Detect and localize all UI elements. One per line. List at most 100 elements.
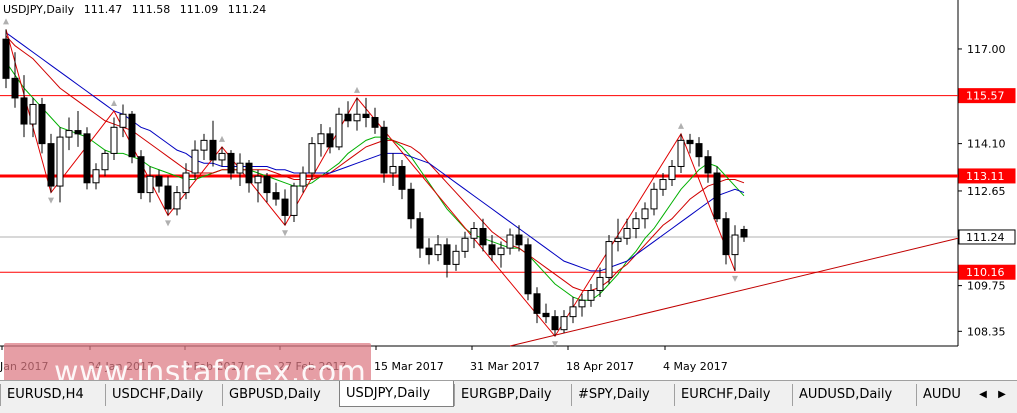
candle-body — [47, 143, 55, 187]
level-price-box — [958, 168, 1016, 184]
candle-body — [398, 165, 406, 190]
candle-body — [263, 175, 271, 194]
level-price-box — [958, 264, 1016, 280]
candle-body — [2, 38, 10, 79]
candle-body — [218, 152, 226, 161]
tab-usdchf-daily[interactable]: USDCHF,Daily — [105, 384, 222, 406]
candle-body — [38, 103, 46, 145]
candle-body — [515, 234, 523, 246]
level-price-label: 110.16 — [966, 266, 1005, 279]
scroll-right-icon[interactable]: ▶ — [998, 389, 1006, 400]
chart-title: USDJPY,Daily 111.47 111.58 111.09 111.24 — [3, 3, 272, 16]
fractal-arrow-icon — [165, 220, 171, 227]
candle-body — [659, 179, 667, 190]
candle-body — [326, 133, 334, 148]
candle-body — [227, 152, 235, 174]
candle-body — [335, 113, 343, 148]
time-tick-label: 15 Mar 2017 — [374, 360, 444, 373]
candle-body — [632, 218, 640, 229]
fractal-arrow-icon — [678, 122, 684, 129]
tab-audusd-daily[interactable]: AUDUSD,Daily — [792, 384, 916, 406]
tab-gbpusd-daily[interactable]: GBPUSD,Daily — [222, 384, 339, 406]
candle-body — [524, 244, 532, 295]
chart-tab-bar: EURUSD,H4 USDCHF,Daily GBPUSD,Daily USDJ… — [0, 380, 1017, 413]
candle-body — [110, 126, 118, 154]
candle-body — [587, 290, 595, 301]
candle-body — [443, 244, 451, 265]
candle-body — [497, 247, 505, 256]
tab-audu-truncated[interactable]: AUDU — [916, 384, 972, 406]
level-price-label: 111.24 — [966, 231, 1005, 244]
candle-body — [29, 103, 37, 125]
candle-body — [281, 198, 289, 216]
trend-line — [509, 237, 959, 347]
candle-body — [605, 241, 613, 278]
fractal-arrow-icon — [219, 135, 225, 142]
level-price-label: 113.11 — [966, 170, 1005, 183]
candle-body — [452, 250, 460, 265]
candle-body — [488, 244, 496, 256]
candle-body — [254, 175, 262, 184]
candle-body — [101, 152, 109, 171]
candle-body — [569, 306, 577, 318]
moving-average-line-2 — [5, 35, 745, 292]
price-tick-label: 117.00 — [967, 43, 1006, 56]
candle-body — [20, 97, 28, 125]
candle-body — [461, 237, 469, 252]
candle-body — [173, 192, 181, 210]
candle-body — [65, 130, 73, 138]
candle-body — [551, 316, 559, 331]
fractal-arrow-icon — [48, 197, 54, 204]
price-tick-label: 108.35 — [967, 325, 1006, 338]
candle-body — [596, 276, 604, 292]
fractal-arrow-icon — [552, 341, 558, 348]
candle-body — [56, 136, 64, 187]
candle-body — [182, 172, 190, 194]
candle-body — [560, 316, 568, 331]
candle-body — [695, 143, 703, 158]
price-tick-label: 112.65 — [967, 185, 1006, 198]
candle-body — [209, 139, 217, 161]
candle-body — [578, 299, 586, 308]
ohlc-close: 111.24 — [227, 3, 267, 16]
tab-spy-daily[interactable]: #SPY,Daily — [571, 384, 674, 406]
scroll-left-icon[interactable]: ◀ — [979, 389, 987, 400]
tab-eurchf-daily[interactable]: EURCHF,Daily — [674, 384, 792, 406]
level-price-box — [958, 229, 1016, 245]
candle-body — [731, 234, 739, 256]
candle-body — [668, 165, 676, 181]
candle-body — [713, 172, 721, 220]
candle-body — [74, 130, 82, 135]
candle-body — [371, 117, 379, 128]
candle-body — [380, 126, 388, 174]
tab-eurgbp-daily[interactable]: EURGBP,Daily — [454, 384, 571, 406]
price-tick-label: 114.10 — [967, 138, 1006, 151]
time-tick-label: 31 Mar 2017 — [470, 360, 540, 373]
candle-body — [92, 169, 100, 184]
fractal-arrow-icon — [111, 99, 117, 106]
candle-body — [416, 218, 424, 249]
price-tick-label: 109.75 — [967, 280, 1006, 293]
fractal-arrow-icon — [354, 86, 360, 93]
candle-body — [479, 227, 487, 246]
candle-body — [11, 77, 19, 99]
candle-body — [353, 113, 361, 122]
candle-body — [614, 237, 622, 243]
candle-body — [317, 133, 325, 145]
moving-average-line-1 — [5, 61, 745, 301]
zigzag-line — [5, 29, 736, 338]
candle-body — [290, 185, 298, 216]
chart-canvas[interactable]: 117.00 114.10 112.65 109.75 108.35 115.57 113.… — [0, 0, 1017, 380]
fractal-arrow-icon — [3, 18, 9, 25]
candle-body — [191, 149, 199, 174]
candle-body — [686, 139, 694, 145]
symbol-name: USDJPY,Daily — [3, 3, 75, 16]
tab-eurusd-h4[interactable]: EURUSD,H4 — [0, 384, 105, 406]
price-chart[interactable]: 117.00 114.10 112.65 109.75 108.35 115.57 113.… — [0, 0, 1017, 380]
candle-body — [677, 139, 685, 167]
tab-usdjpy-daily[interactable]: USDJPY,Daily — [339, 381, 454, 407]
fractal-arrow-icon — [282, 230, 288, 237]
candle-body — [146, 175, 154, 194]
candle-body — [434, 244, 442, 256]
ohlc-high: 111.58 — [131, 3, 171, 16]
